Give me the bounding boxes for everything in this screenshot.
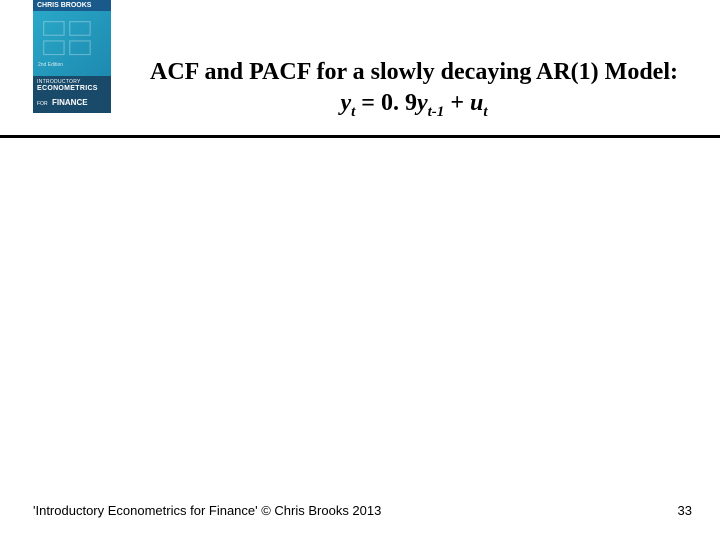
cover-title-bottom-row: FOR FINANCE: [37, 92, 107, 110]
cover-author: CHRIS BROOKS: [33, 0, 111, 11]
eq-coef: 0. 9: [381, 90, 417, 116]
cover-artwork: 2nd Edition: [33, 11, 111, 76]
cover-edition: 2nd Edition: [38, 62, 63, 68]
eq-rhs-var: y: [417, 90, 428, 116]
eq-equals: =: [355, 90, 381, 116]
cover-title-finance: FINANCE: [52, 98, 88, 107]
eq-rhs-sub: t-1: [428, 104, 445, 120]
cover-title-for: FOR: [37, 101, 48, 107]
cover-title-block: INTRODUCTORY ECONOMETRICS FOR FINANCE: [33, 76, 111, 113]
title-line1: ACF and PACF for a slowly decaying AR(1)…: [118, 58, 710, 87]
page-number: 33: [678, 503, 692, 518]
eq-err-sub: t: [483, 104, 487, 120]
slide-footer: 'Introductory Econometrics for Finance' …: [33, 503, 692, 518]
cover-title-mid: ECONOMETRICS: [37, 85, 107, 92]
footer-citation: 'Introductory Econometrics for Finance' …: [33, 503, 381, 518]
book-cover-thumbnail: CHRIS BROOKS 2nd Edition INTRODUCTORY EC…: [33, 0, 111, 115]
title-equation: yt = 0. 9yt-1 + ut: [118, 89, 710, 121]
slide-header: CHRIS BROOKS 2nd Edition INTRODUCTORY EC…: [0, 0, 720, 138]
eq-plus: +: [444, 90, 470, 116]
slide-title: ACF and PACF for a slowly decaying AR(1)…: [118, 58, 710, 121]
eq-lhs-var: y: [340, 90, 351, 116]
eq-err-var: u: [470, 90, 483, 116]
